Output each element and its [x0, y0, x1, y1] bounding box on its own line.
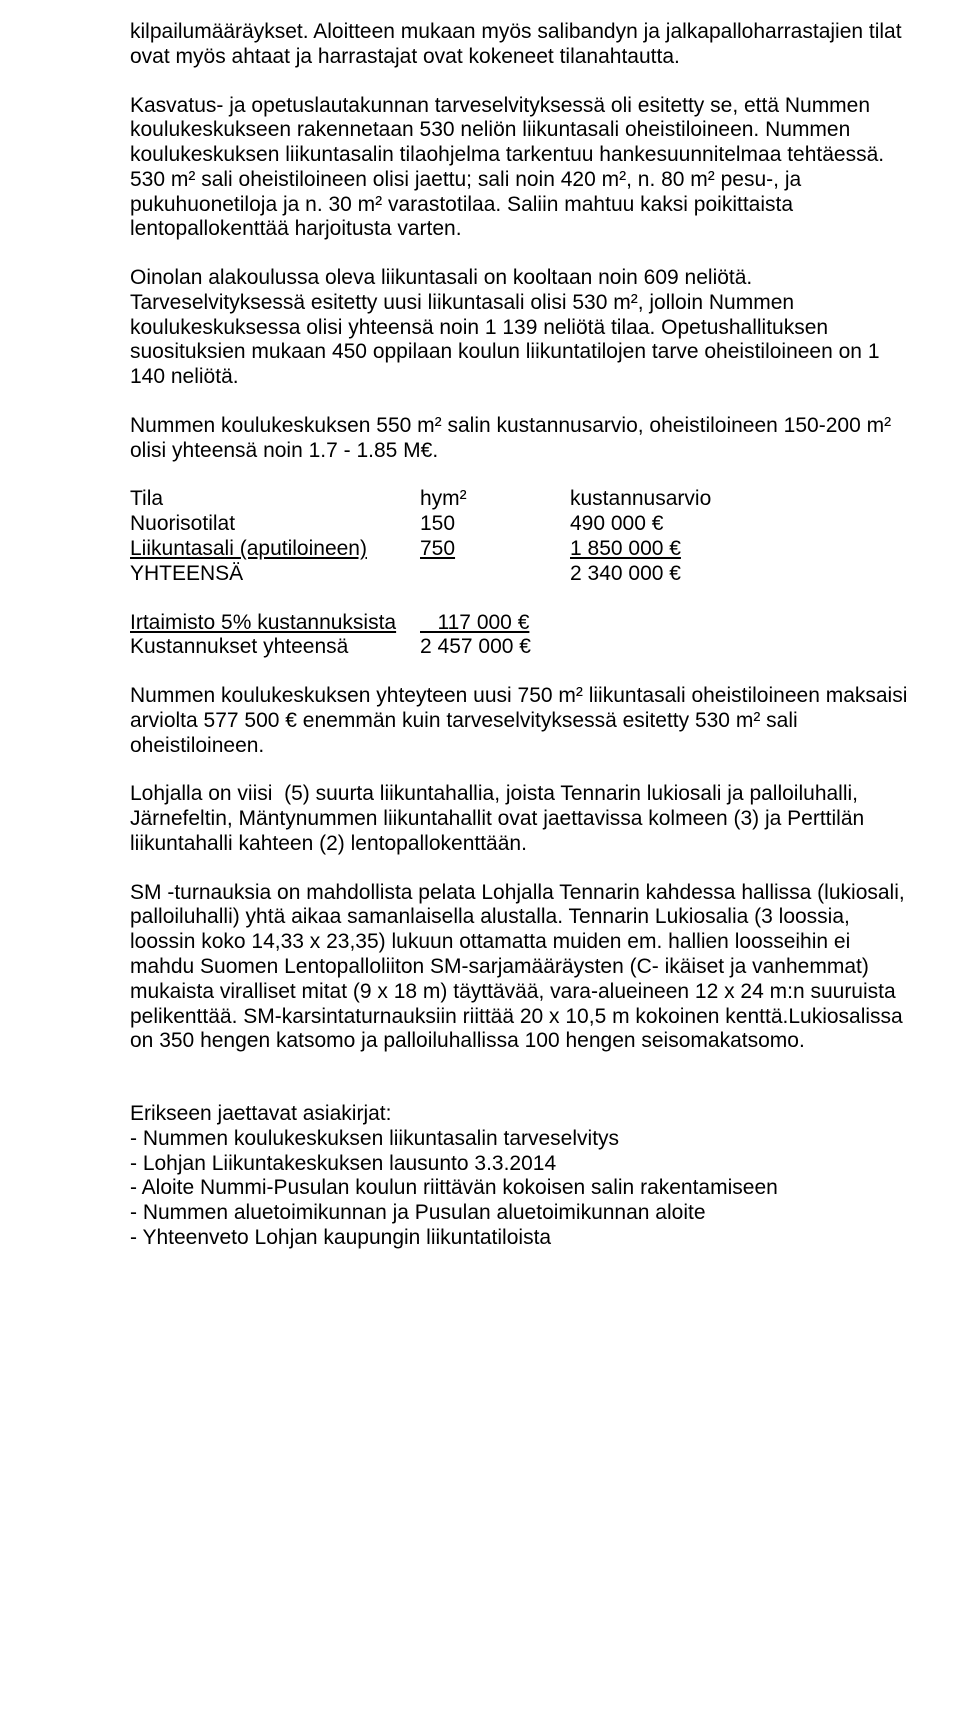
- cell: Kustannukset yhteensä: [130, 635, 420, 660]
- cell: 750: [420, 537, 570, 562]
- cell: Tila: [130, 487, 420, 512]
- cell: YHTEENSÄ: [130, 562, 420, 587]
- table-row: Irtaimisto 5% kustannuksista 117 000 €: [130, 611, 914, 636]
- cell: Nuorisotilat: [130, 512, 420, 537]
- table-row: YHTEENSÄ 2 340 000 €: [130, 562, 914, 587]
- paragraph: Oinolan alakoulussa oleva liikuntasali o…: [130, 266, 914, 390]
- cell: kustannusarvio: [570, 487, 914, 512]
- attachments-list: Erikseen jaettavat asiakirjat: - Nummen …: [130, 1102, 914, 1251]
- cell: 1 850 000 €: [570, 537, 914, 562]
- cell: Irtaimisto 5% kustannuksista: [130, 611, 420, 636]
- table-row: Tila hym² kustannusarvio: [130, 487, 914, 512]
- cell: 117 000 €: [420, 611, 914, 636]
- cell: 150: [420, 512, 570, 537]
- cost-table-1: Tila hym² kustannusarvio Nuorisotilat 15…: [130, 487, 914, 586]
- table-row: Liikuntasali (aputiloineen) 750 1 850 00…: [130, 537, 914, 562]
- paragraph: Kasvatus- ja opetuslautakunnan tarveselv…: [130, 94, 914, 243]
- cell: 2 457 000 €: [420, 635, 914, 660]
- table-row: Kustannukset yhteensä 2 457 000 €: [130, 635, 914, 660]
- paragraph: Nummen koulukeskuksen 550 m² salin kusta…: [130, 414, 914, 464]
- cell: 2 340 000 €: [570, 562, 914, 587]
- paragraph: kilpailumääräykset. Aloitteen mukaan myö…: [130, 20, 914, 70]
- cost-table-2: Irtaimisto 5% kustannuksista 117 000 € K…: [130, 611, 914, 661]
- cell: Liikuntasali (aputiloineen): [130, 537, 420, 562]
- cell: 490 000 €: [570, 512, 914, 537]
- paragraph: Lohjalla on viisi (5) suurta liikuntahal…: [130, 782, 914, 856]
- cell: hym²: [420, 487, 570, 512]
- paragraph: SM -turnauksia on mahdollista pelata Loh…: [130, 881, 914, 1054]
- cell: [420, 562, 570, 587]
- table-row: Nuorisotilat 150 490 000 €: [130, 512, 914, 537]
- paragraph: Nummen koulukeskuksen yhteyteen uusi 750…: [130, 684, 914, 758]
